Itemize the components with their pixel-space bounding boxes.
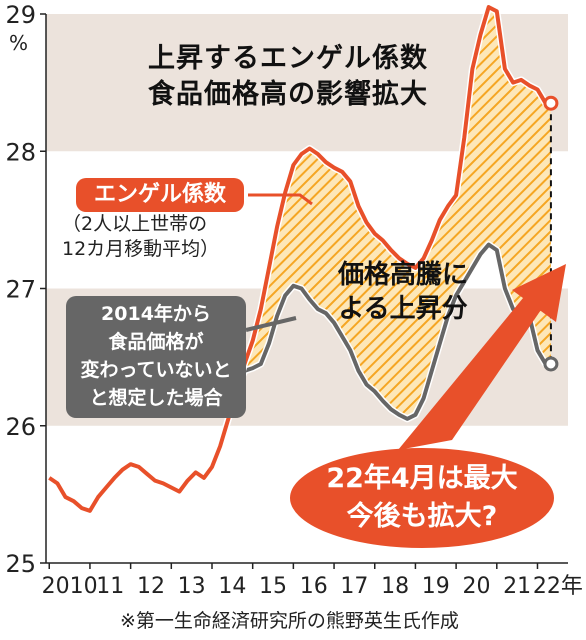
y-tick-label-2: 27	[5, 276, 36, 304]
counterfactual-line-4: と想定した場合	[89, 387, 223, 409]
callout-bubble	[286, 444, 558, 552]
counterfactual-line-1: 2014年から	[101, 303, 211, 325]
unit-label: %	[9, 31, 29, 55]
footnote: ※第一生命経済研究所の熊野英生氏作成	[120, 610, 459, 632]
rise-line-2: よる上昇分	[338, 294, 468, 324]
y-tick-label-0: 25	[5, 550, 36, 578]
engel-note-line-1: （2人以上世帯の	[62, 213, 208, 235]
counterfactual-leader-line	[245, 316, 297, 332]
x-tick-label-8: 18	[381, 574, 409, 599]
x-tick-label-1: 11	[96, 574, 124, 599]
annotation-shapes	[245, 95, 566, 552]
y-tick-label-3: 28	[5, 138, 36, 166]
x-tick-label-3: 13	[178, 574, 206, 599]
callout-line-2: 今後も拡大?	[346, 501, 498, 532]
engel-end-marker	[543, 95, 559, 111]
counterfactual-badge: 2014年から 食品価格が 変わっていないと と想定した場合	[66, 296, 246, 418]
x-tick-label-7: 17	[340, 574, 368, 599]
counterfactual-end-marker	[543, 356, 559, 372]
counterfactual-line-2: 食品価格が	[108, 331, 204, 353]
callout-line-1: 22年4月は最大	[326, 463, 518, 494]
engel-leader-line	[248, 193, 313, 206]
x-tick-label-10: 20	[462, 574, 490, 599]
y-tick-label-1: 26	[5, 413, 36, 441]
rise-line-1: 価格高騰に	[338, 260, 469, 290]
x-tick-label-11: 21	[503, 574, 531, 599]
callout-arrow-head	[512, 264, 566, 322]
counterfactual-line-3: 変わっていないと	[80, 359, 232, 381]
x-tick-label-2: 12	[137, 574, 165, 599]
x-tick-label-4: 14	[218, 574, 246, 599]
callout-arrow-shaft	[398, 282, 560, 450]
x-tick-label-5: 15	[259, 574, 287, 599]
rise-label: 価格高騰に よる上昇分	[338, 258, 468, 326]
callout-label: 22年4月は最大 今後も拡大?	[306, 460, 538, 536]
engel-badge: エンゲル係数	[76, 178, 244, 212]
chart-title-line-1: 上昇するエンゲル係数	[148, 43, 428, 74]
engel-note-line-2: 12カ月移動平均）	[62, 238, 220, 260]
x-tick-label-0: 2010	[42, 574, 98, 599]
x-tick-label-12: 22年	[533, 574, 583, 599]
y-tick-label-4: 29	[5, 1, 36, 29]
x-tick-label-9: 19	[422, 574, 450, 599]
x-tick-label-6: 16	[300, 574, 328, 599]
series-lines	[47, 3, 552, 515]
chart-title-line-2: 食品価格高の影響拡大	[148, 79, 428, 110]
